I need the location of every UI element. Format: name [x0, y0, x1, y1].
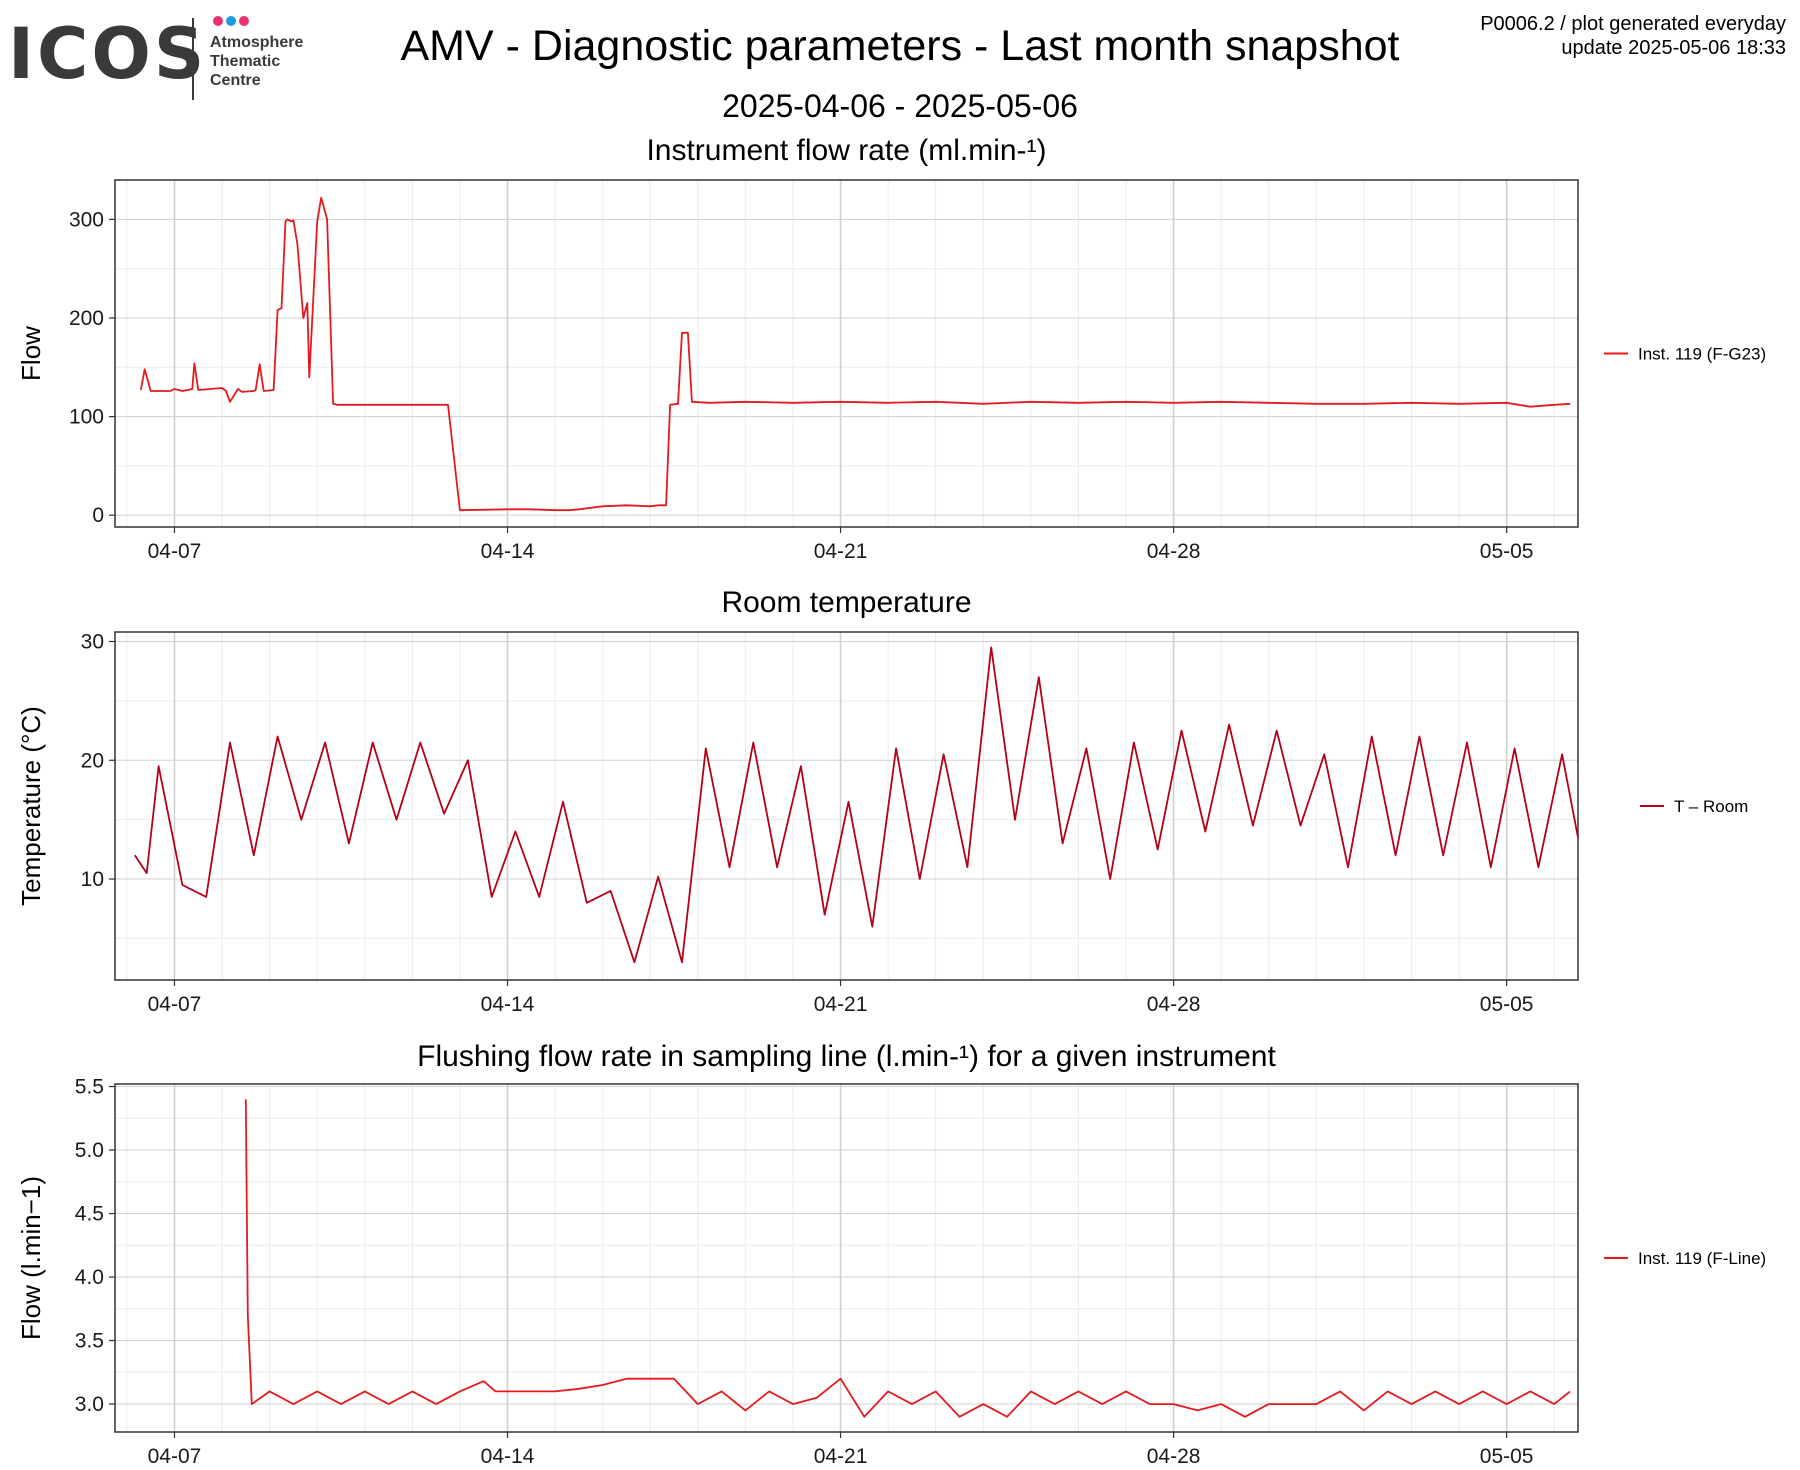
- y-tick-label: 4.5: [75, 1203, 104, 1226]
- logo-sub-3: Centre: [210, 72, 261, 89]
- plot-meta: P0006.2 / plot generated everyday update…: [1480, 12, 1786, 60]
- y-tick-label: 0: [92, 504, 104, 527]
- series-line-temp: [134, 646, 1579, 964]
- panel-title: Room temperature: [721, 586, 971, 619]
- logo-wordmark: ICOS: [8, 13, 207, 95]
- panel-title: Instrument flow rate (ml.min-¹): [646, 134, 1046, 167]
- x-tick-label: 04-14: [481, 1445, 535, 1468]
- x-tick-label: 04-14: [481, 540, 535, 563]
- y-axis-label: Flow (l.min−1): [16, 1176, 46, 1340]
- x-tick-label: 04-28: [1147, 1445, 1201, 1468]
- y-tick-label: 3.5: [75, 1330, 104, 1353]
- chart-panel-line: 04-07 04-14 04-21 04-28 05-05 3.0 3.5 4.0 4.5 5.0…: [16, 1040, 1766, 1468]
- chart-panel-temp: 04-07 04-14 04-21 04-28 05-05 10 20 30 Room temp…: [16, 586, 1748, 1016]
- y-tick-label: 200: [69, 307, 104, 330]
- x-tick-label: 04-07: [148, 540, 202, 563]
- x-tick-label: 04-21: [814, 540, 868, 563]
- y-axis-label: Flow: [16, 326, 46, 381]
- plot-meta-line-2: update 2025-05-06 18:33: [1561, 37, 1786, 59]
- plot-frame: [114, 1083, 1579, 1433]
- series-line-line: [244, 1099, 1571, 1418]
- chart-panel-flow: 04-07 04-14 04-21 04-28 05-05 0 100 200 300 Instr…: [16, 134, 1766, 563]
- x-tick-label: 04-07: [148, 1445, 202, 1468]
- legend-label: Inst. 119 (F-Line): [1638, 1249, 1766, 1268]
- logo-dot-pink: [213, 16, 223, 26]
- y-axis-label: Temperature (°C): [16, 706, 46, 906]
- y-tick-label: 10: [81, 868, 104, 891]
- logo-dot-pink-2: [239, 16, 249, 26]
- y-tick-label: 5.5: [75, 1076, 104, 1099]
- icos-logo: ICOS Atmosphere Thematic Centre: [8, 12, 338, 112]
- y-tick-label: 20: [81, 749, 104, 772]
- x-tick-label: 04-14: [481, 993, 535, 1016]
- x-tick-label: 04-07: [148, 993, 202, 1016]
- page-title: AMV - Diagnostic parameters - Last month…: [400, 22, 1400, 70]
- x-tick-label: 04-21: [814, 1445, 868, 1468]
- y-tick-label: 30: [81, 631, 104, 654]
- x-tick-label: 04-21: [814, 993, 868, 1016]
- series-line-flow: [139, 196, 1571, 512]
- logo-dot-blue: [226, 16, 236, 26]
- logo-sub-1: Atmosphere: [210, 34, 303, 51]
- logo-sub-2: Thematic: [210, 53, 280, 70]
- panel-title: Flushing flow rate in sampling line (l.m…: [417, 1040, 1276, 1073]
- legend-label: T – Room: [1674, 797, 1748, 816]
- y-tick-label: 5.0: [75, 1139, 104, 1162]
- logo-divider: [192, 18, 194, 100]
- x-tick-label: 05-05: [1480, 1445, 1534, 1468]
- legend-label: Inst. 119 (F-G23): [1638, 345, 1766, 364]
- x-tick-label: 04-28: [1147, 540, 1201, 563]
- plot-frame: [114, 179, 1579, 528]
- y-tick-label: 100: [69, 406, 104, 429]
- y-tick-label: 3.0: [75, 1393, 104, 1416]
- x-tick-label: 05-05: [1480, 540, 1534, 563]
- plot-frame: [114, 631, 1579, 981]
- x-tick-label: 04-28: [1147, 993, 1201, 1016]
- y-tick-label: 300: [69, 208, 104, 231]
- y-tick-label: 4.0: [75, 1266, 104, 1289]
- date-range-subtitle: 2025-04-06 - 2025-05-06: [722, 88, 1078, 124]
- plot-meta-line-1: P0006.2 / plot generated everyday: [1480, 13, 1786, 35]
- x-tick-label: 05-05: [1480, 993, 1534, 1016]
